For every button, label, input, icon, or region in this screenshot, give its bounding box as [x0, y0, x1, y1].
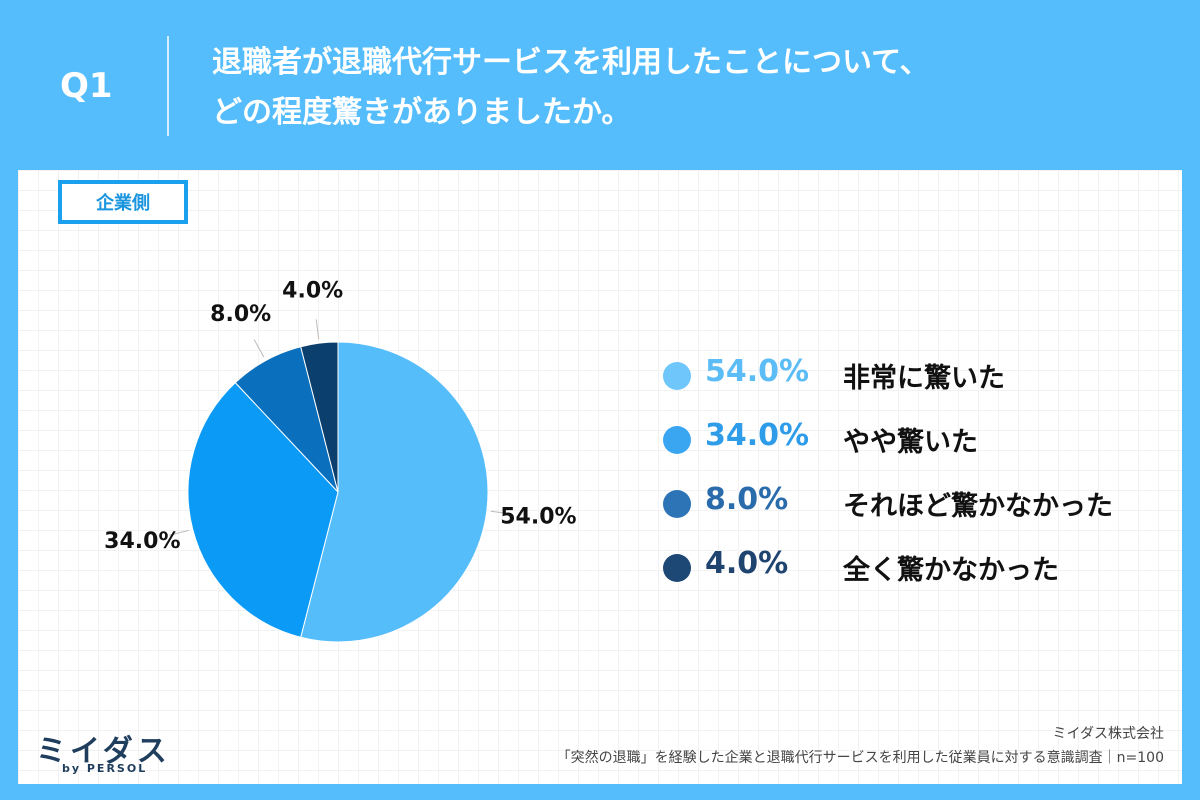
source-credit: ミイダス株式会社 「突然の退職」を経験した企業と退職代行サービスを利用した従業員…	[557, 722, 1164, 770]
credit-survey: 「突然の退職」を経験した企業と退職代行サービスを利用した従業員に対する意識調査｜…	[556, 750, 1164, 766]
question-line-2: どの程度驚きがありましたか。	[212, 95, 632, 130]
leader-line	[169, 529, 189, 536]
legend-dot	[663, 490, 691, 518]
legend-label: 全く驚かなかった	[843, 555, 1059, 586]
segment-tag: 企業側	[58, 180, 188, 224]
legend-percent: 54.0%	[705, 354, 810, 389]
slice-label: 34.0%	[104, 529, 180, 554]
slice-label: 8.0%	[210, 302, 271, 327]
question-number: Q1	[60, 66, 113, 106]
legend-percent: 4.0%	[705, 546, 789, 581]
header-divider	[167, 36, 169, 136]
logo-tagline: by PERSOL	[62, 762, 148, 775]
slice-label: 4.0%	[282, 279, 343, 304]
logo-wordmark: ミイダス	[36, 734, 171, 769]
legend-label: 非常に驚いた	[843, 363, 1005, 394]
pie-chart: 54.0% 34.0% 8.0% 4.0%	[104, 279, 577, 643]
leader-line	[253, 339, 265, 358]
legend-label: やや驚いた	[843, 427, 978, 458]
leader-line	[490, 510, 511, 515]
slice-somewhat-surprised	[187, 381, 339, 638]
leader-line	[315, 319, 320, 340]
legend-dot	[663, 426, 691, 454]
slice-label: 54.0%	[500, 504, 576, 529]
chart-panel: 企業側 54.0% 34.0% 8.0% 4.0% 54.0% 非常に驚いた 34.0…	[18, 170, 1182, 784]
legend-percent: 8.0%	[705, 482, 789, 517]
question-line-1: 退職者が退職代行サービスを利用したことについて、	[212, 45, 930, 80]
legend-dot	[663, 362, 691, 390]
slice-very-surprised	[300, 341, 489, 643]
question-text: 退職者が退職代行サービスを利用したことについて、 どの程度驚きがありましたか。	[212, 38, 930, 138]
miidas-logo: ミイダス by PERSOL	[36, 720, 176, 780]
slice-not-surprised-at-all	[300, 341, 339, 493]
credit-company: ミイダス株式会社	[1052, 726, 1164, 742]
question-header: Q1 退職者が退職代行サービスを利用したことについて、 どの程度驚きがありました…	[0, 0, 1200, 170]
legend-dot	[663, 554, 691, 582]
legend-percent: 34.0%	[705, 418, 810, 453]
legend-label: それほど驚かなかった	[843, 491, 1113, 522]
